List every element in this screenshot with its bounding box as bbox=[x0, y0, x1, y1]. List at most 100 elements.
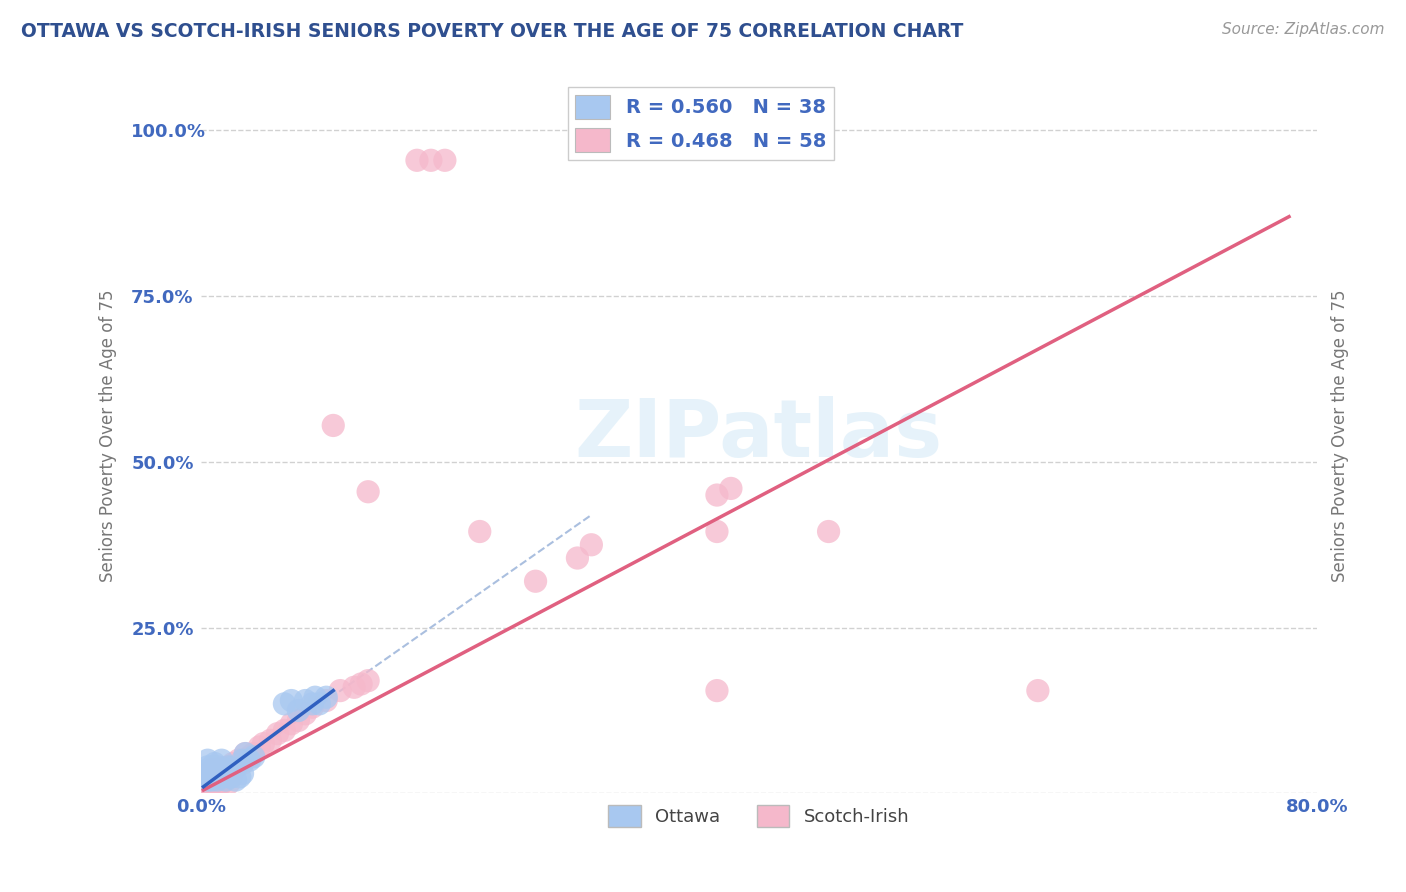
Point bbox=[238, 750, 260, 764]
Point bbox=[222, 756, 245, 771]
Text: Source: ZipAtlas.com: Source: ZipAtlas.com bbox=[1222, 22, 1385, 37]
Point bbox=[197, 753, 219, 767]
Point bbox=[817, 524, 839, 539]
Point bbox=[195, 770, 218, 784]
Point bbox=[468, 524, 491, 539]
Point bbox=[201, 772, 224, 786]
Point bbox=[195, 776, 218, 790]
Point bbox=[343, 681, 366, 695]
Point bbox=[329, 683, 352, 698]
Point bbox=[218, 760, 240, 774]
Point bbox=[294, 706, 316, 721]
Point bbox=[228, 753, 250, 767]
Point bbox=[207, 760, 229, 774]
Point bbox=[287, 704, 309, 718]
Point bbox=[308, 697, 330, 711]
Point bbox=[218, 760, 240, 774]
Point bbox=[232, 756, 254, 771]
Point bbox=[208, 763, 231, 777]
Point bbox=[218, 770, 240, 784]
Point bbox=[205, 774, 228, 789]
Point bbox=[209, 770, 232, 784]
Point bbox=[201, 760, 224, 774]
Point bbox=[706, 524, 728, 539]
Point bbox=[211, 770, 233, 784]
Point bbox=[211, 763, 233, 777]
Point bbox=[211, 765, 233, 780]
Point bbox=[238, 753, 260, 767]
Point bbox=[204, 770, 226, 784]
Point bbox=[273, 697, 295, 711]
Point bbox=[201, 778, 224, 792]
Point bbox=[212, 774, 235, 789]
Point bbox=[287, 714, 309, 728]
Point bbox=[229, 770, 252, 784]
Point bbox=[304, 690, 326, 705]
Y-axis label: Seniors Poverty Over the Age of 75: Seniors Poverty Over the Age of 75 bbox=[1331, 289, 1348, 582]
Point bbox=[322, 418, 344, 433]
Point bbox=[218, 776, 240, 790]
Point bbox=[301, 697, 323, 711]
Point bbox=[221, 761, 243, 775]
Point bbox=[232, 753, 254, 767]
Point bbox=[273, 723, 295, 738]
Point bbox=[212, 761, 235, 775]
Point bbox=[706, 488, 728, 502]
Point bbox=[242, 750, 264, 764]
Point bbox=[315, 690, 337, 705]
Point bbox=[197, 778, 219, 792]
Point bbox=[204, 770, 226, 784]
Point bbox=[197, 766, 219, 780]
Point bbox=[233, 747, 256, 761]
Point bbox=[197, 763, 219, 777]
Point bbox=[208, 773, 231, 788]
Point bbox=[280, 716, 302, 731]
Point bbox=[198, 768, 221, 782]
Point bbox=[301, 700, 323, 714]
Point bbox=[215, 773, 238, 788]
Point bbox=[252, 737, 274, 751]
Point bbox=[202, 766, 225, 780]
Point bbox=[357, 673, 380, 688]
Point bbox=[200, 765, 222, 780]
Point bbox=[204, 760, 226, 774]
Point bbox=[197, 760, 219, 774]
Point bbox=[225, 773, 247, 788]
Point bbox=[350, 677, 373, 691]
Point bbox=[233, 747, 256, 761]
Point bbox=[198, 776, 221, 790]
Point bbox=[204, 756, 226, 771]
Point bbox=[197, 770, 219, 784]
Point bbox=[221, 770, 243, 784]
Point bbox=[221, 770, 243, 784]
Point bbox=[1026, 683, 1049, 698]
Point bbox=[567, 551, 589, 566]
Point bbox=[232, 766, 254, 780]
Point bbox=[215, 763, 238, 777]
Text: ZIPatlas: ZIPatlas bbox=[575, 396, 943, 475]
Point bbox=[207, 773, 229, 788]
Point bbox=[204, 780, 226, 794]
Point bbox=[242, 747, 264, 761]
Y-axis label: Seniors Poverty Over the Age of 75: Seniors Poverty Over the Age of 75 bbox=[100, 289, 117, 582]
Point bbox=[211, 753, 233, 767]
Point bbox=[294, 693, 316, 707]
Point bbox=[315, 693, 337, 707]
Point bbox=[433, 153, 456, 168]
Point bbox=[266, 727, 288, 741]
Point bbox=[214, 773, 236, 788]
Legend: Ottawa, Scotch-Irish: Ottawa, Scotch-Irish bbox=[602, 798, 917, 834]
Point bbox=[201, 763, 224, 777]
Point bbox=[217, 770, 239, 784]
Point bbox=[225, 761, 247, 775]
Point bbox=[419, 153, 441, 168]
Point bbox=[581, 538, 603, 552]
Point bbox=[197, 766, 219, 780]
Point bbox=[524, 574, 547, 589]
Point bbox=[406, 153, 429, 168]
Point bbox=[357, 484, 380, 499]
Point bbox=[204, 763, 226, 777]
Point bbox=[207, 768, 229, 782]
Point bbox=[706, 683, 728, 698]
Text: OTTAWA VS SCOTCH-IRISH SENIORS POVERTY OVER THE AGE OF 75 CORRELATION CHART: OTTAWA VS SCOTCH-IRISH SENIORS POVERTY O… bbox=[21, 22, 963, 41]
